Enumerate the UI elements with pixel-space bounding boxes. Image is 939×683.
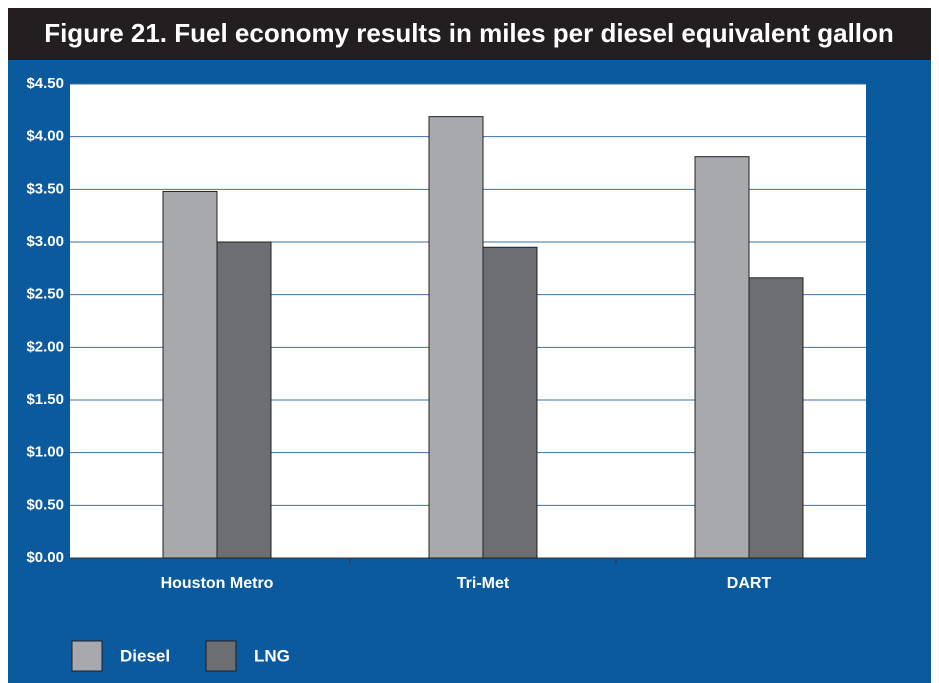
legend-swatch [205,640,237,672]
y-tick-label: $3.50 [26,180,64,197]
bar [216,241,272,559]
y-tick-label: $3.00 [26,233,64,250]
y-tick-label: $1.50 [26,391,64,408]
y-tick-label: $0.00 [26,549,64,566]
legend-label: LNG [254,646,290,665]
y-tick-label: $0.50 [26,496,64,513]
chart-title: Figure 21. Fuel economy results in miles… [44,18,894,48]
legend-swatch [71,640,103,672]
y-tick-label: $1.00 [26,444,64,461]
bar [748,277,804,559]
bar [162,190,218,559]
x-tick-label: DART [727,575,772,592]
x-tick-label: Houston Metro [161,575,274,592]
bar [694,156,750,559]
title-bar [8,8,931,60]
legend-label: Diesel [120,646,170,665]
bar [428,116,484,559]
x-tick-label: Tri-Met [457,575,510,592]
y-tick-label: $4.00 [26,128,64,145]
y-tick-label: $4.50 [26,75,64,92]
y-tick-label: $2.50 [26,286,64,303]
bar [482,246,538,559]
y-tick-label: $2.00 [26,338,64,355]
